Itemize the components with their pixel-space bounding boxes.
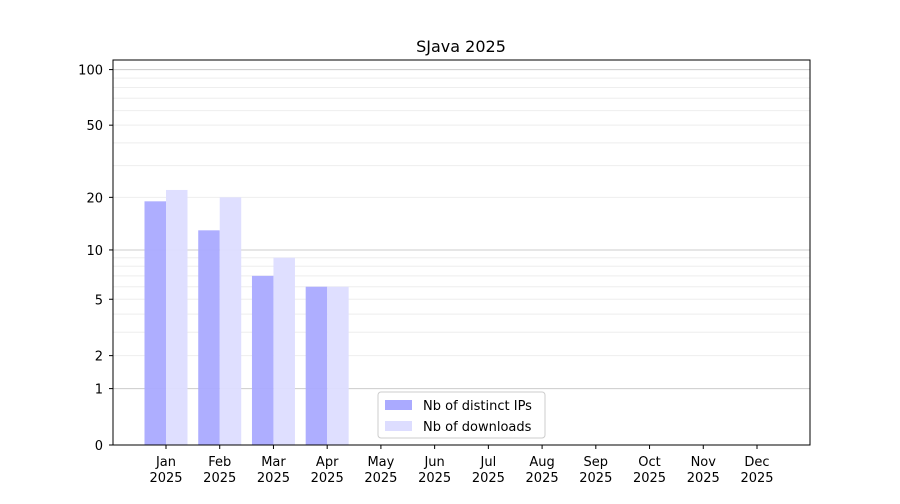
x-tick-label: Aug 2025 bbox=[526, 455, 559, 486]
bar-distinct-ips bbox=[251, 275, 274, 445]
legend-label: Nb of distinct IPs bbox=[423, 399, 532, 414]
y-tick-label: 2 bbox=[95, 350, 103, 365]
x-tick-label: Apr 2025 bbox=[311, 455, 344, 486]
legend-swatch bbox=[385, 421, 412, 431]
bar-downloads bbox=[327, 286, 349, 445]
y-tick-label: 10 bbox=[86, 244, 103, 259]
x-tick-label: Jun 2025 bbox=[418, 455, 451, 486]
x-tick-label: Dec 2025 bbox=[740, 455, 773, 486]
x-tick-label: Nov 2025 bbox=[687, 455, 720, 486]
x-tick-label: Feb 2025 bbox=[203, 455, 236, 486]
y-tick-label: 1 bbox=[95, 383, 103, 398]
legend-label: Nb of downloads bbox=[423, 420, 532, 435]
x-tick-label: Jan 2025 bbox=[149, 455, 182, 486]
x-tick-label: Jul 2025 bbox=[472, 455, 505, 486]
y-tick-label: 0 bbox=[95, 439, 103, 454]
y-tick-label: 5 bbox=[95, 293, 103, 308]
bar-downloads bbox=[219, 197, 242, 445]
y-tick-label: 20 bbox=[86, 191, 103, 206]
x-tick-label: Oct 2025 bbox=[633, 455, 666, 486]
x-tick-label: May 2025 bbox=[364, 455, 397, 486]
legend-box bbox=[377, 391, 546, 439]
y-tick-label: 100 bbox=[78, 64, 103, 79]
bar-distinct-ips bbox=[305, 286, 328, 445]
bar-distinct-ips bbox=[144, 201, 166, 445]
y-tick-label: 50 bbox=[86, 119, 103, 134]
x-tick-label: Mar 2025 bbox=[257, 455, 290, 486]
chart-title: SJava 2025 bbox=[416, 37, 506, 56]
bar-downloads bbox=[166, 189, 188, 445]
x-tick-label: Sep 2025 bbox=[579, 455, 612, 486]
plot-frame bbox=[112, 59, 811, 446]
legend-swatch bbox=[385, 400, 412, 410]
legend: Nb of distinct IPs Nb of downloads bbox=[377, 391, 546, 439]
bar-distinct-ips bbox=[198, 230, 220, 445]
bar-downloads bbox=[273, 257, 295, 445]
